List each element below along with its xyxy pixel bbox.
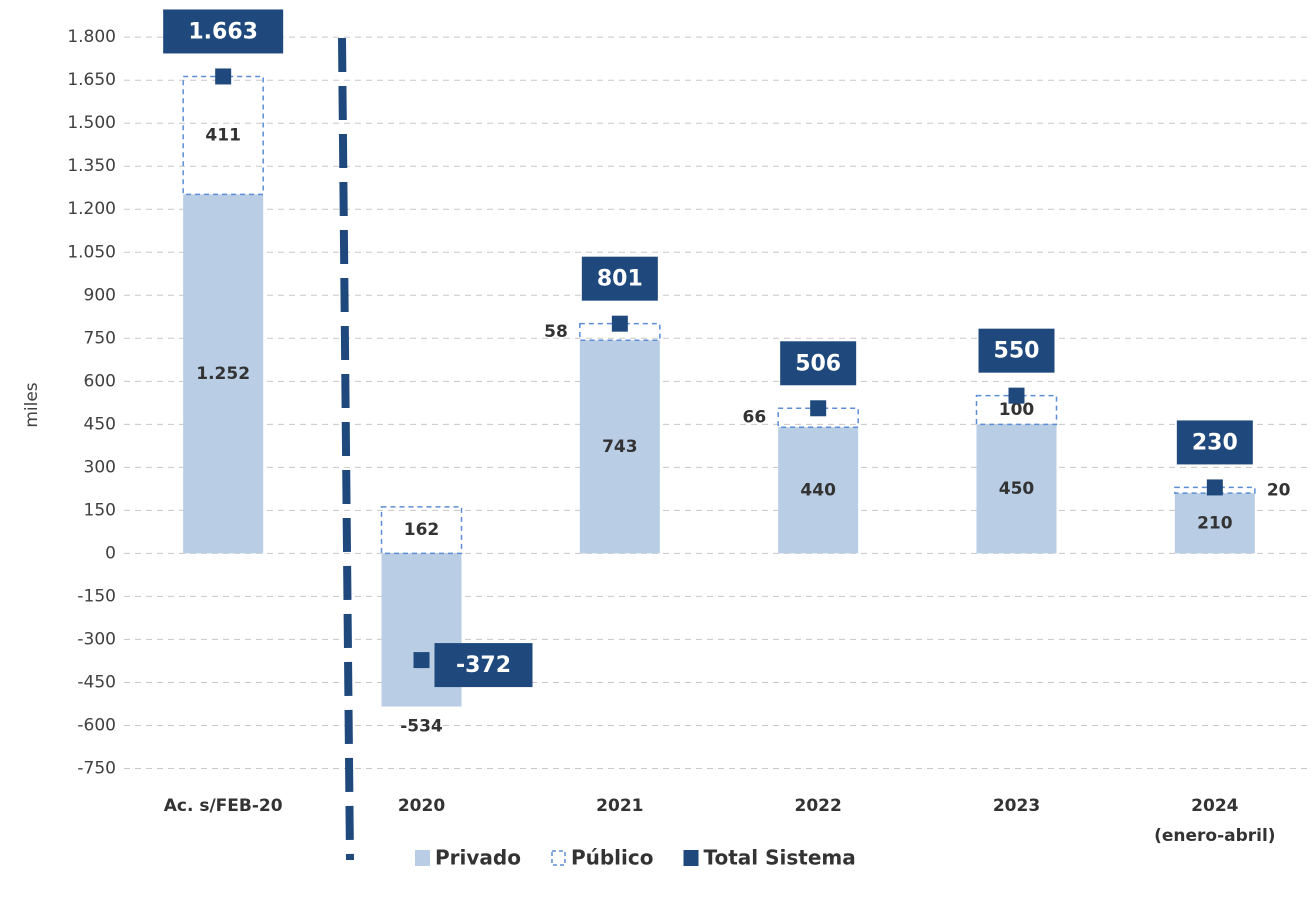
y-tick-label: -450 [77, 672, 116, 692]
x-tick-label: 2021 [596, 796, 643, 816]
total-label-box [581, 256, 658, 301]
y-tick-label: -750 [77, 758, 116, 778]
value-label: 210 [1197, 513, 1233, 533]
total-label-box [434, 643, 533, 688]
value-label: 162 [404, 520, 440, 540]
legend-label: Total Sistema [704, 846, 856, 870]
total-marker [810, 400, 827, 417]
y-tick-label: -150 [77, 586, 116, 606]
x-tick-label: 2022 [795, 796, 842, 816]
y-tick-label: 450 [84, 414, 116, 434]
value-label: 1.252 [196, 364, 250, 384]
bar-publico [380, 506, 463, 555]
total-label: 1.663 [188, 19, 258, 44]
legend-swatch [415, 850, 430, 866]
y-tick-label: -600 [77, 715, 116, 735]
value-label: 58 [544, 322, 568, 342]
value-label: 440 [800, 480, 836, 500]
y-axis-label: miles [22, 382, 42, 427]
legend-swatch [683, 850, 699, 866]
bar-privado [1174, 493, 1255, 554]
value-label: 66 [742, 408, 766, 428]
y-tick-label: -300 [77, 629, 116, 649]
x-tick-label: 2023 [993, 796, 1040, 816]
y-tick-label: 150 [84, 500, 116, 520]
total-label-box [1176, 420, 1253, 465]
total-label-box [978, 328, 1055, 373]
value-label: 100 [999, 400, 1035, 420]
total-label: 550 [994, 339, 1040, 364]
y-tick-label: 1.350 [67, 156, 116, 176]
y-tick-label: 0 [105, 543, 116, 563]
y-tick-label: 1.050 [67, 242, 116, 262]
total-marker [1008, 387, 1025, 404]
bar-privado [579, 340, 660, 554]
value-label: 411 [205, 125, 241, 145]
bar-privado [778, 427, 859, 554]
total-label-box [780, 341, 857, 386]
x-tick-label: 2020 [398, 796, 445, 816]
y-tick-label: 600 [84, 371, 116, 391]
y-tick-label: 1.650 [67, 70, 116, 90]
value-label: 20 [1267, 480, 1291, 500]
x-tick-label: Ac. s/FEB-20 [164, 796, 283, 816]
total-label: 230 [1192, 430, 1238, 455]
separator-line [338, 37, 354, 861]
total-marker [413, 652, 430, 669]
y-tick-label: 1.200 [67, 199, 116, 219]
y-tick-label: 1.500 [67, 113, 116, 133]
total-label-box [163, 9, 284, 54]
value-label: -534 [400, 717, 443, 737]
y-tick-label: 300 [84, 457, 116, 477]
y-tick-label: 900 [84, 285, 116, 305]
bar-privado [976, 424, 1057, 554]
total-label: -372 [456, 653, 511, 678]
value-label: 450 [999, 479, 1035, 499]
legend-label: Público [571, 846, 654, 870]
total-marker [215, 68, 232, 85]
legend-label: Privado [435, 846, 521, 870]
total-label: 506 [795, 351, 841, 376]
total-label: 801 [597, 267, 643, 292]
value-label: 743 [602, 437, 638, 457]
bar-privado [183, 194, 264, 554]
total-marker [611, 315, 628, 332]
y-tick-label: 750 [84, 328, 116, 348]
y-tick-label: 1.800 [67, 27, 116, 47]
x-tick-label: 2024 (enero-abril) [1154, 796, 1276, 846]
total-marker [1206, 479, 1223, 496]
legend-swatch [551, 850, 566, 866]
